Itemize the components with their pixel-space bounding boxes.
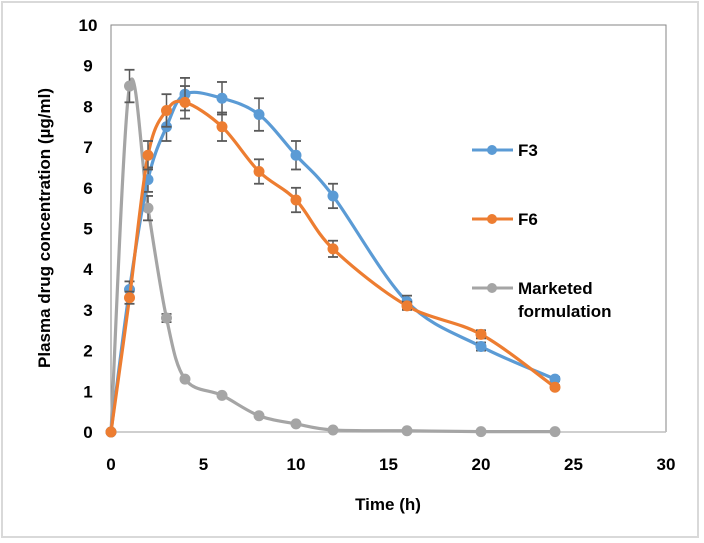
legend-item-f6: F6 xyxy=(472,210,538,229)
data-point xyxy=(549,381,561,393)
y-axis-title: Plasma drug concentration (µg/ml) xyxy=(35,88,54,368)
data-point xyxy=(401,300,413,312)
data-point xyxy=(124,80,135,92)
x-tick-label: 0 xyxy=(106,455,115,474)
data-point xyxy=(549,426,561,438)
y-tick-label: 3 xyxy=(83,301,92,320)
x-tick-label: 10 xyxy=(287,455,306,474)
series-line xyxy=(109,90,556,433)
plot-area-border xyxy=(110,24,667,432)
data-point xyxy=(475,341,487,353)
legend-label: F6 xyxy=(518,210,538,229)
data-point xyxy=(216,389,228,401)
data-point xyxy=(253,410,265,422)
data-point xyxy=(327,243,339,255)
x-tick-label: 5 xyxy=(199,455,208,474)
data-point xyxy=(475,426,487,438)
x-axis-title: Time (h) xyxy=(355,495,421,514)
data-point xyxy=(179,373,191,385)
axes: 0 1 2 3 4 5 6 7 8 9 10 0 5 10 15 20 25 30 xyxy=(79,16,676,474)
y-tick-label: 10 xyxy=(79,16,98,35)
series-f6 xyxy=(105,85,561,438)
x-tick-label: 25 xyxy=(564,455,583,474)
data-point xyxy=(327,190,339,202)
data-point xyxy=(327,424,339,436)
legend-item-f3: F3 xyxy=(472,141,538,160)
legend-marker xyxy=(487,214,497,224)
y-tick-label: 2 xyxy=(83,342,92,361)
data-point xyxy=(216,121,228,133)
legend: F3 F6 Marketed formulation xyxy=(472,141,612,321)
data-point xyxy=(290,149,302,161)
data-point xyxy=(475,328,487,340)
series-layer xyxy=(105,68,561,438)
data-point xyxy=(142,202,154,214)
legend-label: F3 xyxy=(518,141,538,160)
legend-marker xyxy=(487,145,497,155)
data-point xyxy=(124,292,135,304)
y-tick-label: 8 xyxy=(83,97,92,116)
y-tick-label: 1 xyxy=(83,382,92,401)
x-tick-label: 30 xyxy=(657,455,676,474)
legend-marker xyxy=(487,283,497,293)
data-point xyxy=(549,373,561,385)
data-point xyxy=(142,149,154,161)
x-tick-label: 20 xyxy=(472,455,491,474)
data-point xyxy=(290,194,302,206)
data-point xyxy=(401,425,413,437)
y-tick-label: 4 xyxy=(83,260,93,279)
data-point xyxy=(253,166,265,178)
series-marketed-formulation xyxy=(105,68,561,438)
y-tick-label: 5 xyxy=(83,220,92,239)
series-line xyxy=(109,99,556,433)
legend-item-marketed-formulation: Marketed formulation xyxy=(472,279,612,321)
data-point xyxy=(290,418,302,430)
y-tick-label: 9 xyxy=(83,57,92,76)
data-point xyxy=(161,312,172,324)
data-point xyxy=(216,92,228,104)
data-point xyxy=(179,96,191,108)
legend-label: formulation xyxy=(518,302,612,321)
data-point xyxy=(105,426,117,438)
data-point xyxy=(161,104,172,116)
data-point xyxy=(253,109,265,121)
y-tick-label: 7 xyxy=(83,138,92,157)
x-tick-label: 15 xyxy=(379,455,398,474)
legend-label: Marketed xyxy=(518,279,593,298)
y-tick-label: 0 xyxy=(83,423,92,442)
y-tick-label: 6 xyxy=(83,179,92,198)
